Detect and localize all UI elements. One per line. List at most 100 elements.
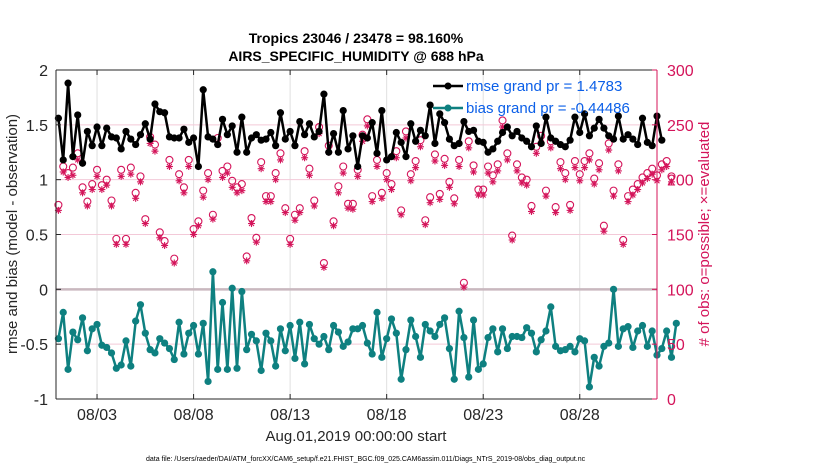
rmse-point xyxy=(93,123,101,131)
obs-evaluated-marker xyxy=(296,209,304,217)
bias-point xyxy=(93,320,101,329)
obs-evaluated-marker xyxy=(484,169,492,177)
bias-point xyxy=(585,383,594,391)
bias-point xyxy=(378,353,386,361)
obs-evaluated-marker xyxy=(54,206,62,214)
bias-point xyxy=(64,365,72,373)
bias-point xyxy=(547,303,555,311)
asterisk-stroke xyxy=(123,241,129,248)
asterisk-stroke xyxy=(379,195,385,202)
asterisk-stroke xyxy=(335,189,342,196)
bias-point xyxy=(527,329,536,337)
x-tick-label: 08/13 xyxy=(270,407,310,424)
rmse-point xyxy=(199,86,207,94)
rmse-point xyxy=(74,111,82,119)
obs-evaluated-marker xyxy=(141,220,149,228)
bias-point xyxy=(247,330,256,338)
obs-evaluated-marker xyxy=(610,192,618,200)
rmse-point xyxy=(98,142,106,150)
asterisk-stroke xyxy=(403,135,409,141)
bias-point xyxy=(518,333,526,342)
rmse-point xyxy=(508,132,516,140)
obs-evaluated-marker xyxy=(508,236,516,244)
rmse-point xyxy=(233,148,241,156)
bias-point xyxy=(344,338,352,346)
bias-point xyxy=(204,377,212,386)
obs-evaluated-marker xyxy=(576,177,584,185)
obs-evaluated-marker xyxy=(624,198,632,206)
obs-evaluated-marker xyxy=(194,222,202,230)
asterisk-stroke xyxy=(446,184,453,191)
obs-evaluated-marker xyxy=(547,144,555,152)
chart-title-line1: Tropics 23046 / 23478 = 98.160% xyxy=(249,30,464,46)
bias-point xyxy=(228,284,236,292)
obs-evaluated-marker xyxy=(199,193,207,201)
bias-point xyxy=(233,364,241,372)
bias-point xyxy=(334,328,342,336)
asterisk-stroke xyxy=(79,189,86,196)
obs-evaluated-marker xyxy=(228,183,236,191)
obs-evaluated-marker xyxy=(581,164,589,172)
bias-point xyxy=(272,362,280,370)
bias-point xyxy=(78,314,87,322)
bias-point xyxy=(252,337,260,345)
obs-evaluated-marker xyxy=(301,154,309,162)
obs-evaluated-marker xyxy=(600,227,608,235)
obs-evaluated-marker xyxy=(619,240,627,248)
rmse-point xyxy=(354,162,362,171)
bias-point xyxy=(214,365,222,373)
obs-evaluated-marker xyxy=(441,161,449,169)
rmse-point xyxy=(344,145,352,153)
rmse-point xyxy=(243,148,251,156)
bias-point xyxy=(663,327,671,335)
legend-bias-marker xyxy=(444,104,452,112)
obs-evaluated-marker xyxy=(383,176,391,184)
asterisk-stroke xyxy=(470,169,477,175)
rmse-point xyxy=(276,109,285,117)
asterisk-stroke xyxy=(65,174,71,181)
legend-rmse-marker xyxy=(444,82,452,90)
asterisk-stroke xyxy=(103,182,110,188)
bias-point xyxy=(267,337,275,345)
rmse-point xyxy=(609,135,618,143)
rmse-point xyxy=(368,119,376,127)
bias-point xyxy=(69,328,77,336)
rmse-point xyxy=(175,134,183,142)
y-tick-label: 2 xyxy=(39,63,48,80)
rmse-point xyxy=(537,139,545,148)
obs-evaluated-marker xyxy=(185,163,193,171)
rmse-point xyxy=(59,156,67,164)
bias-point xyxy=(291,354,299,363)
obs-evaluated-marker xyxy=(450,200,458,208)
asterisk-stroke xyxy=(451,200,458,207)
asterisk-stroke xyxy=(620,241,627,248)
asterisk-stroke xyxy=(142,220,149,227)
obs-evaluated-marker xyxy=(267,198,275,206)
obs-evaluated-marker xyxy=(132,194,140,202)
bias-point xyxy=(445,344,454,353)
bias-point xyxy=(180,350,188,358)
bias-point xyxy=(407,316,415,324)
y-right-tick-label: 300 xyxy=(667,63,694,80)
rmse-point xyxy=(238,113,246,121)
asterisk-stroke xyxy=(267,198,274,205)
obs-evaluated-marker xyxy=(238,187,246,195)
asterisk-stroke xyxy=(504,157,511,163)
asterisk-stroke xyxy=(185,163,192,170)
obs-evaluated-marker xyxy=(354,172,362,180)
rmse-point xyxy=(189,134,198,142)
asterisk-stroke xyxy=(644,175,651,182)
asterisk-stroke xyxy=(523,182,530,188)
bias-point xyxy=(194,350,203,358)
obs-evaluated-marker xyxy=(614,167,622,175)
obs-evaluated-marker xyxy=(416,143,424,151)
rmse-point xyxy=(503,123,511,131)
bias-point xyxy=(658,344,666,353)
legend: rmse grand pr = 1.4783 bias grand pr = -… xyxy=(433,78,630,117)
bias-point xyxy=(301,360,309,368)
obs-evaluated-marker xyxy=(281,209,289,217)
rmse-point xyxy=(349,132,357,140)
rmse-point xyxy=(532,122,540,130)
obs-evaluated-marker xyxy=(112,240,120,248)
obs-evaluated-marker xyxy=(479,191,487,199)
